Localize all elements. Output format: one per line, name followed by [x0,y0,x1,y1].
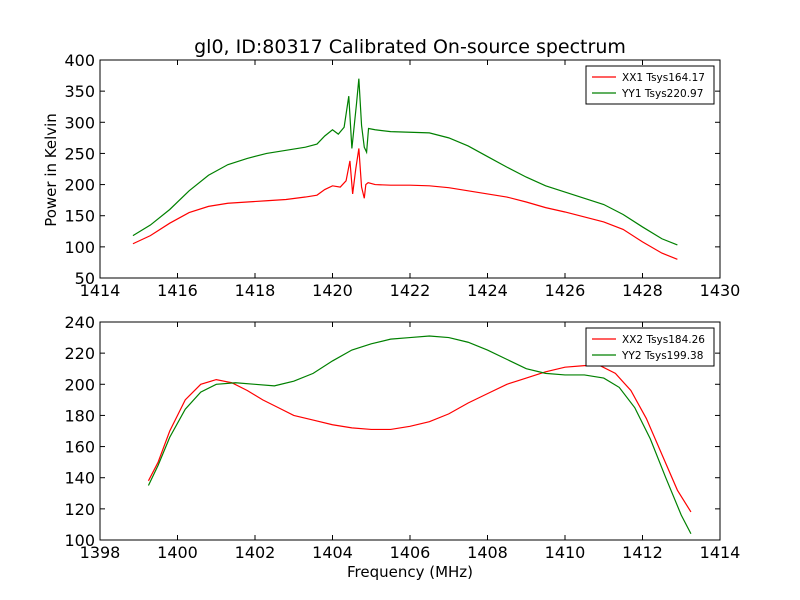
y-tick-label: 200 [64,375,95,394]
legend-label: YY2 Tsys199.38 [621,350,703,362]
y-tick-label: 100 [64,531,95,550]
x-tick-label: 1398 [80,543,121,562]
top-plot-panel: 1414 1416 1418 1420 1422 1424 1426 1428 1430 50 10… [64,51,740,300]
y-tick-label: 120 [64,500,95,519]
x-tick-label: 1406 [390,543,431,562]
x-tick-label: 1402 [235,543,276,562]
legend-label: YY1 Tsys220.97 [621,88,703,100]
x-axis-label-bottom: Frequency (MHz) [347,563,473,581]
x-tick-label: 1422 [390,281,431,300]
y-tick-label: 350 [64,82,95,101]
y-axis-label-top: Power in Kelvin [42,113,60,227]
y-tick-label: 150 [64,207,95,226]
y-tick-label: 250 [64,144,95,163]
x-tick-label: 1400 [157,543,198,562]
x-tick-label: 1430 [700,281,741,300]
y-tick-label: 100 [64,238,95,257]
y-tick-label: 300 [64,113,95,132]
chart-title: gl0, ID:80317 Calibrated On-source spect… [194,36,626,58]
x-tick-label: 1404 [312,543,353,562]
legend: XX2 Tsys184.26 YY2 Tsys199.38 [585,327,715,367]
y-tick-label: 140 [64,469,95,488]
bottom-plot-panel: 1398 1400 1402 1404 1406 1408 1410 1412 1414 100 1… [64,313,740,562]
y-tick-label: 50 [75,269,95,288]
legend: XX1 Tsys164.17 YY1 Tsys220.97 [585,65,715,105]
x-tick-label: 1418 [235,281,276,300]
x-tick-label: 1412 [622,543,663,562]
x-tick-label: 1414 [700,543,741,562]
y-tick-label: 220 [64,344,95,363]
series-line-2 [132,78,678,246]
legend-label: XX1 Tsys164.17 [622,72,705,84]
series-line-1 [132,148,678,260]
x-tick-label: 1414 [80,281,121,300]
x-tick-label: 1424 [467,281,508,300]
x-tick-label: 1410 [545,543,586,562]
series-line-1 [147,365,692,513]
legend-box [585,327,715,367]
legend-box [585,65,715,105]
x-tick-label: 1420 [312,281,353,300]
y-tick-label: 200 [64,176,95,195]
y-tick-label: 400 [64,51,95,70]
y-tick-label: 240 [64,313,95,332]
series-line-2 [147,335,692,535]
x-tick-label: 1426 [545,281,586,300]
y-tick-label: 160 [64,438,95,457]
y-tick-label: 180 [64,406,95,425]
x-tick-label: 1428 [622,281,663,300]
x-tick-label: 1408 [467,543,508,562]
x-tick-label: 1416 [157,281,198,300]
legend-label: XX2 Tsys184.26 [622,334,705,346]
